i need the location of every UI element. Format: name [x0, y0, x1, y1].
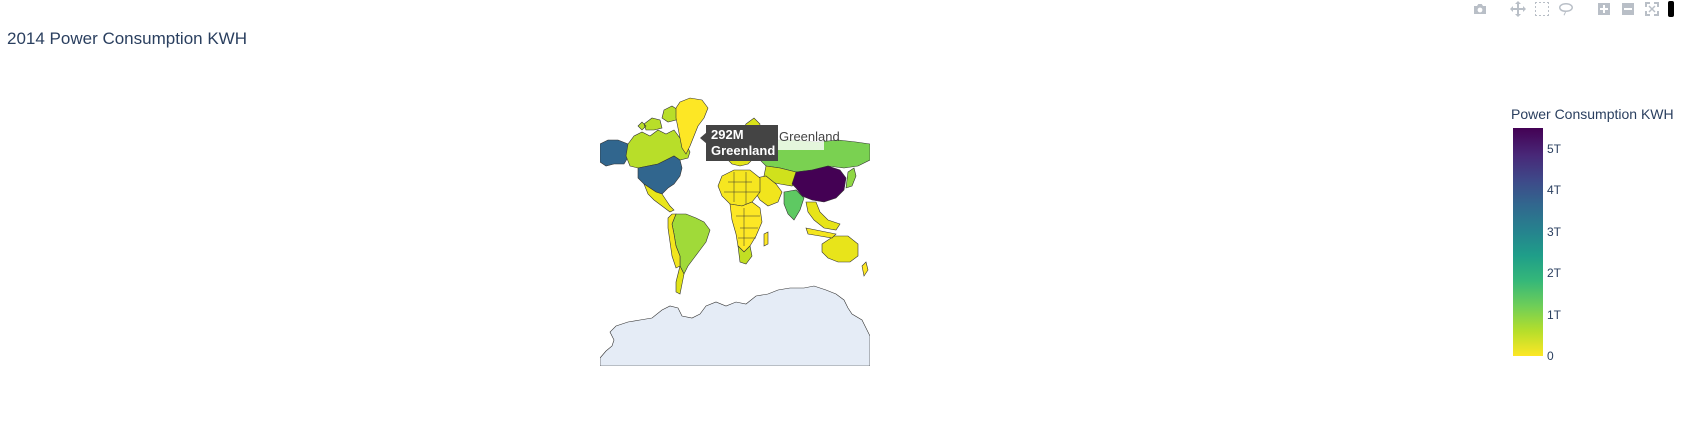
country-south-america-west[interactable] [667, 213, 681, 269]
country-canada-islands[interactable] [637, 105, 679, 131]
modebar-group-zoom [1592, 0, 1674, 18]
camera-icon[interactable] [1468, 0, 1492, 18]
colorbar-tick-0: 0 [1547, 349, 1554, 363]
country-china[interactable] [791, 165, 847, 203]
country-mexico[interactable] [643, 183, 675, 213]
zoom-in-icon[interactable] [1592, 0, 1616, 18]
hover-map-label: Greenland [779, 129, 840, 144]
hover-arrow [700, 132, 707, 144]
modebar-group-export [1468, 0, 1492, 18]
chart-title: 2014 Power Consumption KWH [7, 29, 248, 48]
autoscale-icon[interactable] [1640, 0, 1664, 18]
pan-icon[interactable] [1506, 0, 1530, 18]
colorbar-tick-1: 1T [1547, 307, 1562, 322]
box-select-icon[interactable] [1530, 0, 1554, 18]
country-madagascar[interactable] [763, 231, 769, 247]
country-africa-central[interactable] [729, 201, 763, 253]
colorbar-tick-4: 4T [1547, 183, 1562, 198]
hover-highlight [764, 132, 824, 150]
zoom-out-icon[interactable] [1616, 0, 1640, 18]
country-argentina[interactable] [675, 265, 685, 295]
country-japan[interactable] [845, 167, 857, 189]
colorbar: Power Consumption KWH 0 1T 2T 3T 4T 5T [1511, 106, 1691, 366]
country-india[interactable] [783, 189, 805, 221]
colorbar-gradient [1513, 128, 1543, 356]
plotly-logo[interactable] [1668, 1, 1674, 17]
country-south-africa[interactable] [737, 245, 753, 265]
hover-tooltip: 292M Greenland [706, 125, 779, 161]
modebar [1454, 0, 1674, 18]
country-southeast-asia[interactable] [805, 201, 841, 231]
africa-borders [724, 172, 760, 246]
colorbar-tick-3: 3T [1547, 224, 1562, 239]
hover-country: Greenland [711, 143, 776, 158]
modebar-group-tools [1506, 0, 1578, 18]
colorbar-tick-5: 5T [1547, 141, 1562, 156]
country-antarctica[interactable] [600, 285, 870, 366]
country-greenland[interactable] [675, 97, 709, 155]
colorbar-tick-2: 2T [1547, 266, 1562, 281]
country-australia[interactable] [821, 235, 859, 263]
country-new-zealand[interactable] [861, 261, 869, 277]
colorbar-title: Power Consumption KWH [1511, 106, 1674, 122]
hover-value: 292M [711, 127, 744, 142]
country-indonesia[interactable] [805, 227, 837, 239]
lasso-icon[interactable] [1554, 0, 1578, 18]
